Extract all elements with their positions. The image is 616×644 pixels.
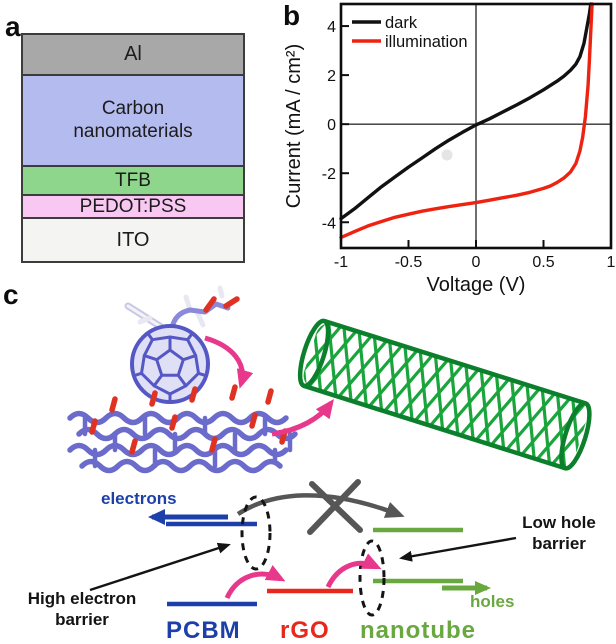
hole-hop-arrow-rgo-nanotube bbox=[325, 553, 382, 589]
x-tick-label: -1 bbox=[334, 254, 348, 271]
nanotube-lattice-line bbox=[440, 368, 500, 437]
nanotube-lattice-line bbox=[333, 334, 393, 403]
ester-tail bbox=[169, 301, 231, 331]
electron-barrier-ellipse bbox=[240, 495, 272, 571]
device-layer-label: Carbon nanomaterials bbox=[73, 98, 193, 143]
y-tick-label: -4 bbox=[322, 215, 336, 232]
low-hole-barrier-label: Low hole barrier bbox=[522, 513, 596, 553]
x-tick-label: 0 bbox=[472, 254, 481, 271]
y-axis-label: Current (mA / cm²) bbox=[283, 44, 305, 208]
transfer-arrow-rgo-to-nanotube bbox=[271, 398, 334, 437]
nanotube-label: nanotube bbox=[360, 617, 476, 644]
transfer-arrow-pcbm-to-rgo bbox=[204, 335, 254, 389]
panel-a-label: a bbox=[5, 11, 21, 42]
blocked-cross-icon bbox=[307, 479, 363, 535]
y-tick-label: 4 bbox=[327, 19, 336, 36]
rgo-oxygen-groups bbox=[89, 384, 288, 455]
dark-curve bbox=[339, 2, 593, 221]
nanotube-lattice-line bbox=[409, 358, 469, 427]
legend-label-illumination: illumination bbox=[385, 33, 468, 51]
device-layer-label: ITO bbox=[116, 228, 150, 251]
carbon-nanotube bbox=[297, 318, 592, 471]
oxygen-sticks bbox=[203, 296, 240, 313]
nanotube-lattice-line bbox=[516, 392, 576, 461]
nanotube-lattice-line bbox=[348, 339, 408, 408]
device-layer-ito: ITO bbox=[23, 219, 243, 261]
nanotube-lattice-line bbox=[363, 344, 423, 413]
legend-label-dark: dark bbox=[385, 14, 418, 32]
hole-hop-arrow-pcbm-rgo bbox=[224, 564, 286, 600]
nanotube-lattice-line bbox=[546, 402, 592, 471]
rgo-cross-links bbox=[82, 415, 293, 469]
x-tick-label: 1 bbox=[607, 254, 616, 271]
nanotube-lattice-line bbox=[424, 363, 484, 432]
y-tick-label: 2 bbox=[327, 68, 336, 85]
nanotube-lattice-line bbox=[455, 373, 515, 442]
x-tick-label: 0.5 bbox=[532, 254, 554, 271]
x-tick-label: -0.5 bbox=[395, 254, 423, 271]
nanotube-lattice-line bbox=[470, 377, 530, 447]
device-layer-label: TFB bbox=[115, 170, 151, 192]
y-tick-label: -2 bbox=[322, 166, 336, 183]
high-barrier-pointer-arrow bbox=[89, 542, 231, 592]
holes-label: holes bbox=[470, 592, 515, 611]
rgo-label: rGO bbox=[280, 617, 330, 644]
panel-c-label: c bbox=[3, 279, 19, 310]
device-layer-label: PEDOT:PSS bbox=[79, 196, 187, 218]
hydrogen-sticks bbox=[137, 285, 225, 328]
x-axis-label: Voltage (V) bbox=[427, 274, 526, 296]
nanotube-lattice-line bbox=[318, 329, 377, 398]
high-electron-barrier-label: High electron barrier bbox=[27, 589, 137, 629]
nanotube-lattice-line bbox=[379, 349, 438, 418]
fullerene-lattice bbox=[132, 331, 208, 404]
scan-smudge bbox=[441, 149, 453, 161]
y-tick-label: 0 bbox=[327, 117, 336, 134]
panel-b-label: b bbox=[283, 0, 301, 31]
nanotube-lattice-line bbox=[531, 397, 591, 466]
illumination-curve bbox=[339, 2, 594, 240]
rgo-lattice bbox=[67, 410, 298, 474]
nanotube-lattice-line bbox=[501, 387, 561, 456]
nanotube-lattice-line bbox=[300, 320, 347, 389]
panel-c-artwork bbox=[67, 285, 592, 617]
device-stack-diagram: Al Carbon nanomaterials TFB PEDOT:PSS IT… bbox=[21, 33, 245, 263]
hole-barrier-ellipse bbox=[358, 539, 386, 617]
device-layer-label: Al bbox=[124, 42, 142, 65]
electrons-label: electrons bbox=[101, 489, 177, 508]
device-layer-pedot-pss: PEDOT:PSS bbox=[23, 196, 243, 220]
nanotube-outline bbox=[297, 318, 592, 471]
nanotube-lattice-line bbox=[485, 382, 545, 451]
device-layer-carbon-nanomaterials: Carbon nanomaterials bbox=[23, 75, 243, 167]
low-barrier-pointer-arrow bbox=[399, 536, 517, 562]
device-layer-al: Al bbox=[23, 35, 243, 76]
pcbm-molecule bbox=[124, 285, 240, 404]
pcbm-label: PCBM bbox=[166, 617, 241, 644]
nanotube-lattice-line bbox=[394, 353, 454, 423]
device-layer-tfb: TFB bbox=[23, 166, 243, 197]
blocked-transfer-arrow bbox=[236, 493, 405, 518]
rgo-sheet bbox=[67, 384, 298, 474]
